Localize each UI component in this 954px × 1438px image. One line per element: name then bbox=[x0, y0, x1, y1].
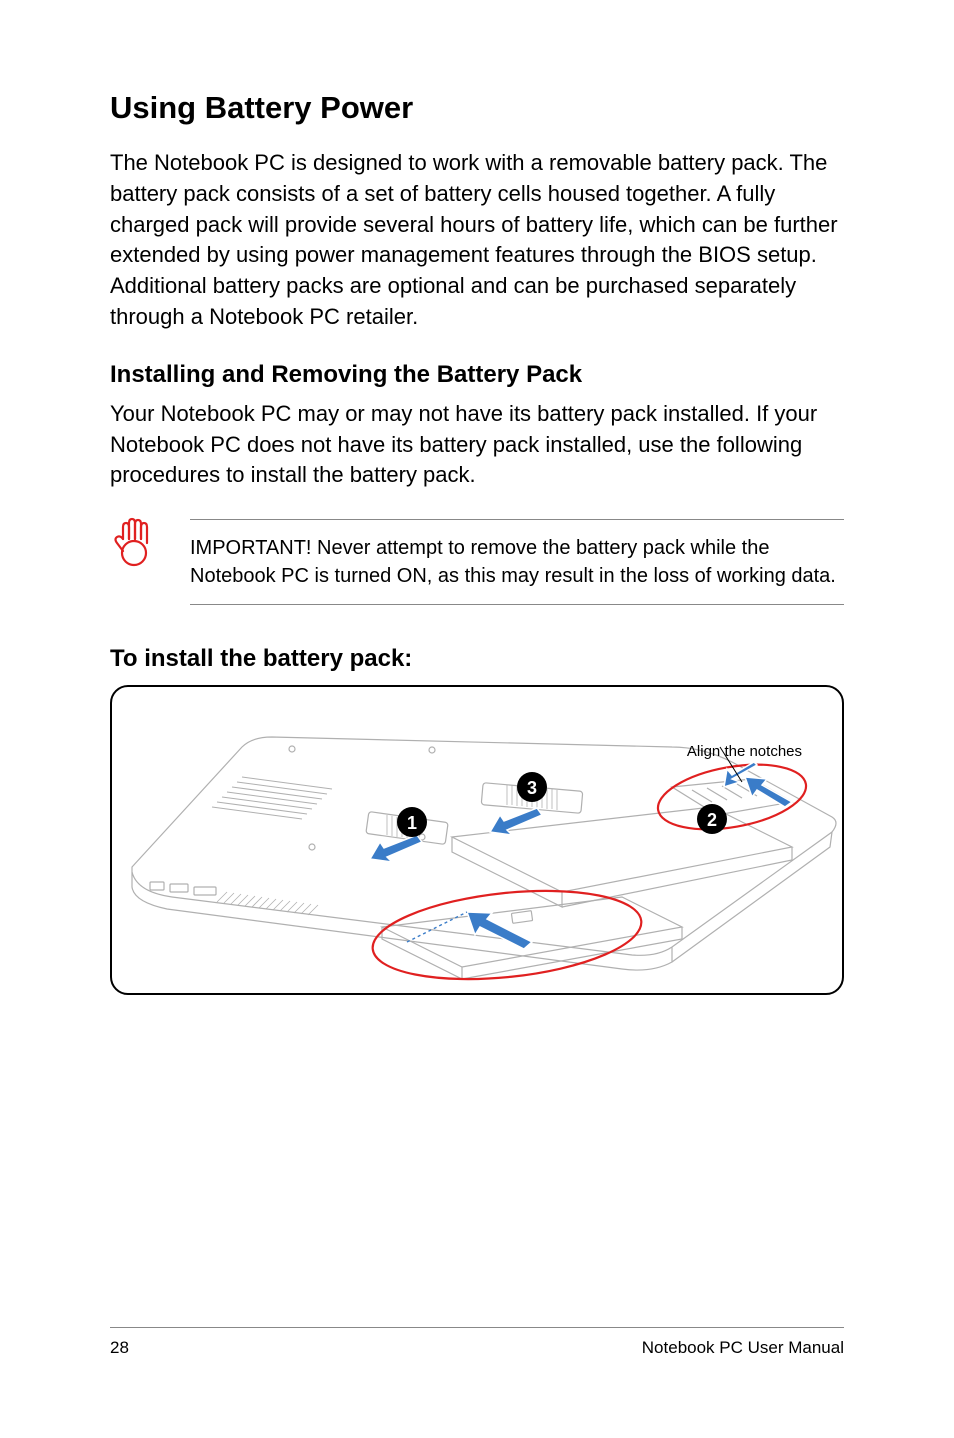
svg-text:3: 3 bbox=[527, 778, 537, 798]
install-intro-paragraph: Your Notebook PC may or may not have its… bbox=[110, 399, 844, 491]
subheading-install-remove: Installing and Removing the Battery Pack bbox=[110, 361, 844, 389]
page-footer: 28 Notebook PC User Manual bbox=[110, 1327, 844, 1358]
intro-paragraph: The Notebook PC is designed to work with… bbox=[110, 148, 844, 333]
hand-stop-icon bbox=[110, 515, 158, 567]
svg-text:1: 1 bbox=[407, 813, 417, 833]
important-note-text: IMPORTANT! Never attempt to remove the b… bbox=[190, 534, 844, 590]
install-diagram: Align the notches bbox=[110, 685, 844, 995]
manual-title: Notebook PC User Manual bbox=[642, 1338, 844, 1358]
diagram-align-label: Align the notches bbox=[687, 743, 802, 760]
svg-text:2: 2 bbox=[707, 810, 717, 830]
subheading-to-install: To install the battery pack: bbox=[110, 645, 844, 673]
important-icon-wrap bbox=[110, 515, 158, 572]
page-title: Using Battery Power bbox=[110, 90, 844, 126]
laptop-diagram-svg: 1 2 3 bbox=[112, 687, 842, 995]
page-number: 28 bbox=[110, 1338, 129, 1358]
important-note-box: IMPORTANT! Never attempt to remove the b… bbox=[190, 519, 844, 605]
